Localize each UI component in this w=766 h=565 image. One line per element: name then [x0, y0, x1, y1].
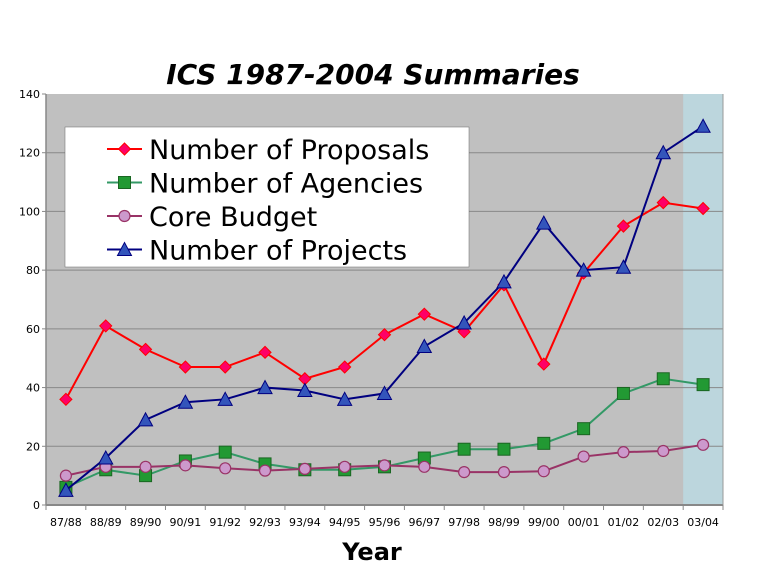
x-tick-label: 96/97	[408, 516, 440, 529]
legend-label: Number of Proposals	[149, 135, 429, 166]
data-point	[218, 445, 232, 459]
data-point	[177, 394, 194, 409]
data-point	[456, 314, 472, 330]
data-point	[617, 446, 630, 459]
data-point	[696, 378, 710, 392]
y-tick-label: 120	[19, 147, 40, 160]
x-tick-label: 91/92	[209, 516, 241, 529]
data-point	[575, 262, 592, 277]
data-point	[615, 259, 632, 274]
legend-marker	[117, 142, 132, 156]
legend-box	[64, 126, 470, 268]
data-point	[178, 360, 193, 374]
data-point	[497, 442, 511, 456]
data-point	[138, 342, 153, 357]
data-point	[258, 464, 272, 477]
data-point	[179, 459, 192, 472]
data-point	[218, 360, 232, 374]
data-point	[97, 449, 114, 465]
data-point	[59, 469, 73, 482]
y-tick-label: 100	[19, 205, 40, 218]
x-tick-label: 00/01	[568, 516, 600, 529]
data-point	[655, 144, 672, 160]
data-point	[496, 273, 512, 289]
data-point	[417, 307, 432, 321]
legend-label: Core Budget	[149, 202, 317, 233]
data-point	[219, 462, 232, 475]
data-point	[657, 444, 670, 458]
legend-label: Number of Projects	[149, 236, 407, 267]
x-tick-label: 92/93	[249, 516, 281, 529]
x-tick-label: 97/98	[448, 516, 480, 529]
data-point	[537, 357, 551, 371]
chart-title: ICS 1987-2004 Summaries	[166, 58, 580, 91]
data-point	[338, 460, 351, 473]
data-point	[99, 319, 113, 333]
data-point	[497, 466, 511, 479]
x-tick-label: 99/00	[528, 516, 560, 529]
data-point	[336, 391, 353, 406]
data-point	[139, 460, 152, 473]
y-tick-label: 80	[26, 264, 40, 277]
x-axis-label: Year	[341, 538, 402, 565]
x-tick-label: 89/90	[130, 516, 162, 529]
data-point	[577, 450, 590, 463]
data-point	[377, 328, 392, 342]
data-point	[616, 219, 631, 233]
x-tick-label: 03/04	[687, 516, 719, 529]
data-point	[257, 379, 273, 395]
legend-label: Number of Agencies	[149, 169, 423, 200]
data-point	[696, 438, 710, 451]
data-point	[535, 215, 552, 230]
data-point	[656, 195, 670, 210]
x-tick-label: 98/99	[488, 516, 520, 529]
y-tick-label: 140	[19, 88, 40, 101]
x-tick-label: 94/95	[329, 516, 361, 529]
data-point	[217, 391, 234, 406]
data-point	[537, 436, 551, 450]
data-point	[458, 466, 471, 479]
x-tick-label: 02/03	[647, 516, 679, 529]
data-point	[616, 386, 630, 400]
data-point	[258, 345, 272, 360]
x-tick-label: 90/91	[170, 516, 202, 529]
x-tick-label: 95/96	[369, 516, 401, 529]
data-point	[577, 422, 591, 436]
x-tick-label: 88/89	[90, 516, 122, 529]
highlight-band	[683, 94, 723, 505]
data-point	[58, 482, 74, 497]
y-tick-label: 20	[26, 440, 40, 453]
y-tick-label: 40	[26, 382, 40, 395]
data-point	[537, 465, 550, 478]
data-point	[418, 460, 431, 473]
x-tick-label: 93/94	[289, 516, 321, 529]
data-point	[376, 385, 393, 400]
y-tick-label: 0	[33, 499, 40, 512]
data-point	[137, 411, 154, 427]
x-tick-label: 87/88	[50, 516, 82, 529]
data-point	[59, 392, 73, 407]
data-point	[298, 462, 311, 475]
data-point	[696, 201, 710, 216]
data-point	[457, 442, 471, 456]
legend-marker	[116, 241, 133, 256]
data-point	[297, 382, 313, 398]
legend-marker	[118, 176, 131, 189]
data-point	[416, 338, 433, 353]
data-point	[337, 360, 352, 374]
legend-marker	[118, 209, 131, 223]
data-point	[656, 372, 670, 386]
y-tick-label: 60	[26, 323, 40, 336]
data-point	[695, 118, 711, 133]
x-tick-label: 01/02	[608, 516, 640, 529]
data-point	[378, 459, 391, 472]
